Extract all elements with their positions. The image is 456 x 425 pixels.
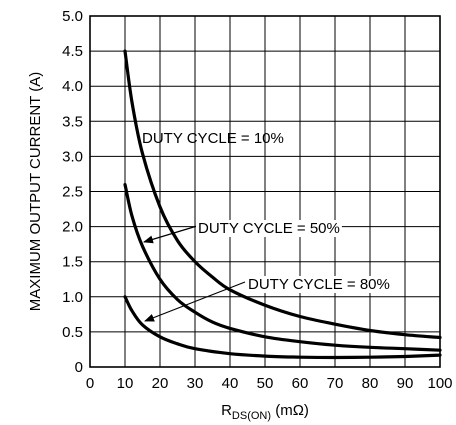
annotations: DUTY CYCLE = 10% DUTY CYCLE = 50% DUTY CYC… [142, 130, 392, 322]
annotation-duty-10: DUTY CYCLE = 10% [142, 130, 284, 147]
series-line-duty-80 [123, 295, 442, 360]
y-tick-label: 1.0 [62, 289, 83, 306]
x-tick-label: 90 [397, 375, 414, 392]
x-tick-label: 70 [327, 375, 344, 392]
series-lines [123, 49, 442, 360]
y-tick-label: 3.5 [62, 113, 83, 130]
y-axis-label: MAXIMUM OUTPUT CURRENT (A) [27, 72, 44, 311]
series-line-duty-50 [123, 182, 442, 352]
y-tick-labels: 0 0.5 1.0 1.5 2.0 2.5 3.0 3.5 4.0 4.5 5.0 [62, 8, 83, 376]
y-tick-label: 2.5 [62, 184, 83, 201]
x-tick-label: 50 [257, 375, 274, 392]
y-tick-label: 4.5 [62, 43, 83, 60]
y-tick-label: 5.0 [62, 8, 83, 25]
annotation-background [246, 276, 392, 293]
y-tick-label: 4.0 [62, 78, 83, 95]
annotation-arrow [143, 225, 198, 244]
x-tick-label: 100 [427, 375, 452, 392]
x-tick-label: 20 [152, 375, 169, 392]
annotation-arrow [144, 281, 246, 322]
y-tick-label: 0.5 [62, 324, 83, 341]
x-tick-label: 30 [187, 375, 204, 392]
x-axis-label-main: R [221, 402, 232, 419]
x-tick-label: 40 [222, 375, 239, 392]
y-tick-label: 1.5 [62, 254, 83, 271]
y-tick-label: 3.0 [62, 148, 83, 165]
y-tick-label: 0 [75, 359, 83, 376]
annotation-background [196, 220, 342, 237]
x-axis-label-unit: (mΩ) [271, 402, 309, 419]
x-tick-label: 60 [292, 375, 309, 392]
x-tick-labels: 0 10 20 30 40 50 60 70 80 90 100 [86, 375, 453, 392]
y-tick-label: 2.0 [62, 219, 83, 236]
series-line-duty-10 [123, 49, 442, 340]
annotation-duty-50: DUTY CYCLE = 50% [198, 220, 340, 237]
plot-frame [89, 15, 441, 368]
x-tick-label: 80 [362, 375, 379, 392]
x-axis-label: RDS(ON) (mΩ) [221, 402, 309, 422]
annotation-duty-80: DUTY CYCLE = 80% [248, 276, 390, 293]
grid-lines [89, 15, 441, 368]
x-axis-label-subscript: DS(ON) [232, 410, 271, 422]
x-tick-label: 10 [117, 375, 134, 392]
x-tick-label: 0 [86, 375, 94, 392]
